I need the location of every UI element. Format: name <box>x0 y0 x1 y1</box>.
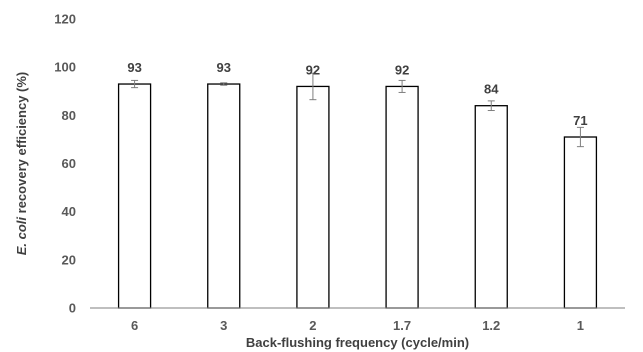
data-labels: 93 93 92 92 84 71 <box>127 60 587 128</box>
x-tick-label: 1.2 <box>482 318 500 333</box>
data-label: 93 <box>127 60 141 75</box>
y-tick-label: 20 <box>62 252 76 267</box>
x-tick-label: 1.7 <box>393 318 411 333</box>
y-axis-ticks: 0 20 40 60 80 100 120 <box>54 12 76 316</box>
error-bars <box>131 72 584 148</box>
y-tick-label: 60 <box>62 156 76 171</box>
bars <box>117 83 598 309</box>
y-tick-label: 80 <box>62 108 76 123</box>
y-tick-label: 0 <box>69 301 76 316</box>
bar <box>385 85 419 309</box>
y-axis-title-italic: E. coli <box>14 217 29 256</box>
x-axis-ticks: 6 3 2 1.7 1.2 1 <box>131 318 584 333</box>
y-axis-title: E. coli recovery efficiency (%) <box>14 72 29 256</box>
y-tick-label: 100 <box>54 60 76 75</box>
y-axis-title-rest: recovery efficiency (%) <box>14 72 29 217</box>
bar <box>563 136 598 309</box>
bar <box>474 105 508 309</box>
x-tick-label: 1 <box>577 318 584 333</box>
bar <box>207 83 241 309</box>
y-tick-label: 40 <box>62 204 76 219</box>
data-label: 92 <box>306 62 320 77</box>
bar <box>117 83 152 309</box>
data-label: 71 <box>573 113 587 128</box>
x-tick-label: 3 <box>220 318 227 333</box>
y-tick-label: 120 <box>54 12 76 27</box>
bar <box>296 85 330 309</box>
x-tick-label: 6 <box>131 318 138 333</box>
data-label: 84 <box>484 82 499 97</box>
data-label: 93 <box>217 60 231 75</box>
x-axis-title: Back-flushing frequency (cycle/min) <box>246 335 469 350</box>
data-label: 92 <box>395 62 409 77</box>
x-tick-label: 2 <box>309 318 316 333</box>
